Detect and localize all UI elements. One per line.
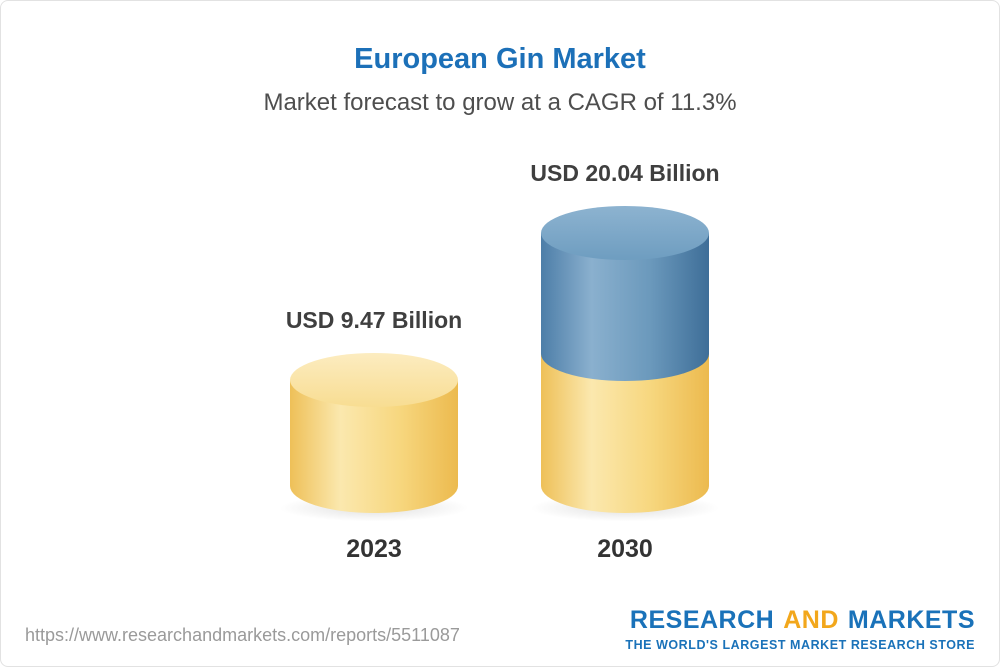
axis-label-2023: 2023 (346, 535, 402, 563)
bar-2030: USD 20.04 Billion 2030 (527, 160, 723, 563)
bar-2023-cylinder-cap (290, 353, 458, 407)
logo-wordmark: RESEARCH AND MARKETS (625, 606, 975, 635)
logo-word-research: RESEARCH (629, 606, 775, 634)
logo-word-and: AND (783, 606, 839, 634)
axis-label-2030: 2030 (597, 535, 653, 563)
report-url[interactable]: https://www.researchandmarkets.com/repor… (25, 625, 460, 645)
bar-2030-growth-segment (541, 206, 709, 381)
logo-tagline: THE WORLD'S LARGEST MARKET RESEARCH STOR… (625, 638, 975, 652)
page-subtitle: Market forecast to grow at a CAGR of 11.… (263, 89, 737, 116)
bar-2023: USD 9.47 Billion 2023 (276, 307, 472, 563)
bar-2023-value-label: USD 9.47 Billion (285, 307, 463, 333)
bar-2030-growth-segment-cap (541, 206, 709, 260)
page-title: European Gin Market (354, 43, 646, 75)
logo-word-markets: MARKETS (847, 606, 975, 634)
bar-2030-value-label: USD 20.04 Billion (530, 160, 720, 186)
bar-2023-cylinder (290, 353, 458, 513)
researchandmarkets-logo: RESEARCH AND MARKETS THE WORLD'S LARGEST… (625, 606, 975, 652)
